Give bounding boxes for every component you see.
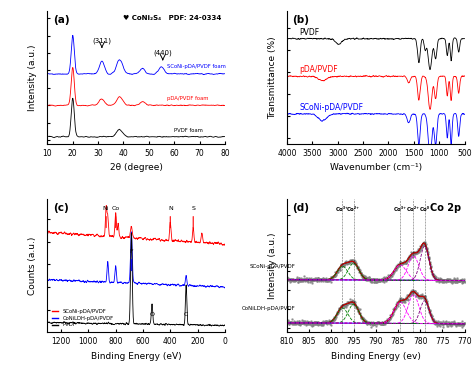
Text: ♥ CoNi₂S₄   PDF: 24-0334: ♥ CoNi₂S₄ PDF: 24-0334 [123,15,221,21]
Text: CoNiLDH-pDA/PVDF: CoNiLDH-pDA/PVDF [242,306,296,311]
Text: (311): (311) [92,37,111,44]
Text: Co⁰: Co⁰ [419,207,429,212]
Text: Co³⁺: Co³⁺ [336,207,349,212]
X-axis label: Wavenumber (cm⁻¹): Wavenumber (cm⁻¹) [330,163,422,172]
X-axis label: 2θ (degree): 2θ (degree) [109,163,163,172]
Text: (d): (d) [292,203,310,213]
Y-axis label: Transmittance (%): Transmittance (%) [268,36,277,119]
Y-axis label: Intensity (a.u.): Intensity (a.u.) [268,232,277,299]
Text: F: F [129,249,133,270]
Text: C: C [184,313,188,317]
Text: S: S [191,206,195,228]
Text: (c): (c) [53,203,68,213]
Text: (440): (440) [154,50,172,56]
Text: (a): (a) [53,15,69,25]
X-axis label: Binding Energy (eV): Binding Energy (eV) [91,352,182,361]
Text: SCoNi-pDA/PVDF: SCoNi-pDA/PVDF [250,264,296,269]
Y-axis label: Intensity (a.u.): Intensity (a.u.) [28,44,37,111]
Text: PVDF: PVDF [300,28,320,37]
Text: Co 2p: Co 2p [430,203,461,213]
Text: O: O [149,313,155,317]
Text: (b): (b) [292,15,310,25]
Text: Co³⁺: Co³⁺ [394,207,407,212]
Text: Co²⁺: Co²⁺ [347,207,360,212]
Text: Co²⁺: Co²⁺ [407,207,420,212]
Text: SCoNi-pDA/PVDF foam: SCoNi-pDA/PVDF foam [166,65,226,69]
Text: Ni: Ni [103,206,109,228]
Legend: SCoNi-pDA/PVDF, CoNiLDH-pDA/PVDF, PVDF: SCoNi-pDA/PVDF, CoNiLDH-pDA/PVDF, PVDF [50,307,116,330]
Text: SCoNi-pDA/PVDF: SCoNi-pDA/PVDF [300,103,364,112]
Text: pDA/PVDF foam: pDA/PVDF foam [166,96,208,101]
Text: N: N [168,206,173,228]
X-axis label: Binding Energy (ev): Binding Energy (ev) [331,352,421,361]
Text: pDA/PVDF: pDA/PVDF [300,65,338,74]
Y-axis label: Counts (a.u.): Counts (a.u.) [28,237,37,295]
Text: PVDF foam: PVDF foam [174,128,203,133]
Text: Co: Co [111,206,120,228]
